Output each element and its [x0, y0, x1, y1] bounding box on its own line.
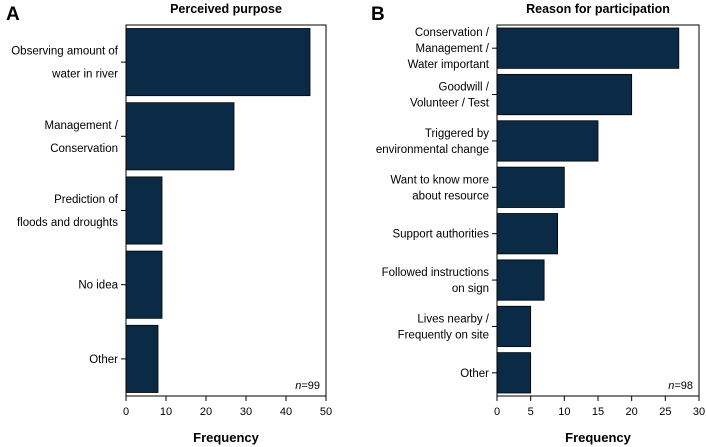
x-tick-label: 0 [123, 406, 129, 418]
bar [496, 213, 558, 255]
plot-frame [125, 24, 327, 397]
chart-title: Perceived purpose [170, 2, 282, 16]
category-label: Support authorities [392, 229, 489, 241]
bar [125, 250, 163, 319]
bar [496, 352, 532, 394]
panel-b: B Reason for participation Conservation / M… [371, 2, 705, 445]
x-tick-label: 40 [280, 406, 292, 418]
category-label: Observing amount of water in river [11, 46, 119, 81]
bar [496, 259, 545, 301]
category-label: Lives nearby / Frequently on site [398, 313, 490, 341]
bar [496, 305, 532, 348]
category-label: Goodwill / Volunteer / Test [410, 82, 490, 110]
sample-size-label: n=98 [668, 380, 693, 392]
panel-letter: B [371, 4, 385, 25]
x-tick-label: 30 [240, 406, 252, 418]
category-label: No idea [78, 280, 118, 292]
bar [496, 166, 565, 208]
panel-a: A Perceived purpose Observing amount of wat… [6, 2, 332, 445]
category-label: Followed instructions on sign [382, 267, 490, 295]
x-tick-label: 15 [592, 406, 604, 418]
category-label: Triggered by environmental change [376, 128, 489, 156]
category-label: Other [89, 354, 118, 366]
bar [125, 176, 163, 245]
x-tick-label: 30 [693, 406, 705, 418]
bar [496, 120, 599, 162]
x-axis-label: Frequency [565, 430, 632, 445]
bar [125, 102, 235, 171]
category-label: Prediction of floods and droughts [17, 194, 119, 229]
x-tick-label: 50 [320, 406, 332, 418]
category-label: Conservation / Management / Water importan… [408, 27, 490, 71]
bar [125, 28, 311, 97]
x-tick-label: 0 [494, 406, 500, 418]
bar [496, 27, 680, 69]
category-label: Want to know more about resource [390, 174, 489, 202]
category-label: Other [460, 368, 489, 380]
x-tick-label: 10 [558, 406, 570, 418]
chart-title: Reason for participation [526, 2, 670, 16]
bar [125, 324, 159, 393]
panel-letter: A [6, 4, 20, 25]
bar [496, 73, 633, 116]
x-axis-label: Frequency [193, 430, 260, 445]
x-tick-label: 20 [200, 406, 212, 418]
x-tick-label: 5 [528, 406, 534, 418]
sample-size-label: n=99 [295, 380, 320, 392]
x-tick-label: 25 [659, 406, 671, 418]
category-label: Management / Conservation [44, 120, 118, 155]
x-tick-label: 10 [160, 406, 172, 418]
x-tick-label: 20 [626, 406, 638, 418]
